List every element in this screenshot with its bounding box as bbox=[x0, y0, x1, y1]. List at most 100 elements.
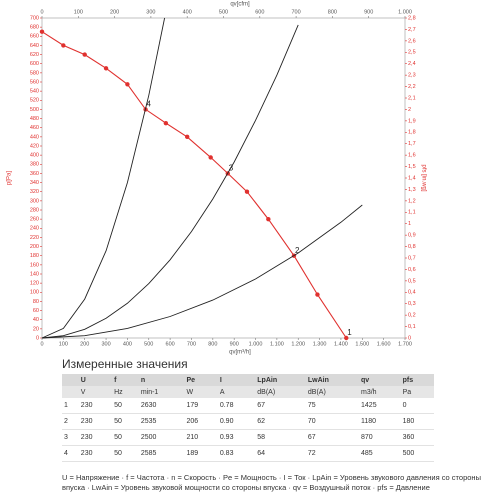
x2-tick-label: 500 bbox=[219, 9, 228, 15]
point-label: 3 bbox=[229, 164, 234, 173]
chart: qv[cfm] qv[m³/h] p[Pa] pfs [in.wg] 02040… bbox=[7, 2, 427, 356]
x-tick-label: 1.000 bbox=[249, 341, 263, 347]
table-cell: 2535 bbox=[138, 413, 185, 430]
table-cell: 58 bbox=[255, 429, 306, 446]
point-label: 2 bbox=[295, 246, 300, 255]
table-cell: 50 bbox=[112, 445, 139, 462]
x2-tick-label: 300 bbox=[146, 9, 155, 15]
table-cell: A bbox=[217, 386, 256, 398]
y2-tick-label: 2,2 bbox=[408, 84, 416, 90]
table-cell: Pa bbox=[400, 386, 434, 398]
y2-tick-label: 1,5 bbox=[408, 164, 416, 170]
table-cell: 62 bbox=[255, 413, 306, 430]
y-tick-label: 60 bbox=[33, 308, 39, 314]
table-cell: dB(A) bbox=[305, 386, 360, 398]
table-cell: qv bbox=[359, 374, 401, 386]
table-cell: 50 bbox=[112, 413, 139, 430]
marker bbox=[103, 66, 109, 71]
table-cell: 870 bbox=[359, 429, 401, 446]
y2-tick-label: 0,8 bbox=[408, 244, 416, 250]
table-cell: pfs bbox=[400, 374, 434, 386]
table-cell: 70 bbox=[305, 413, 360, 430]
table-cell: 0.93 bbox=[217, 429, 256, 446]
x-tick-label: 900 bbox=[230, 341, 239, 347]
y-tick-label: 120 bbox=[30, 281, 39, 287]
x2-tick-label: 900 bbox=[364, 9, 373, 15]
table-cell: 0 bbox=[400, 398, 434, 414]
x-tick-label: 200 bbox=[80, 341, 89, 347]
y2-tick-label: 1,9 bbox=[408, 118, 416, 124]
curve bbox=[41, 204, 363, 339]
table-cell: LpAin bbox=[255, 374, 306, 386]
y-tick-label: 540 bbox=[30, 89, 39, 95]
y2-tick-label: 2,7 bbox=[408, 27, 416, 33]
marker bbox=[163, 120, 169, 126]
y2-tick-label: 0,7 bbox=[408, 255, 416, 261]
table-cell: 67 bbox=[255, 398, 306, 414]
x-tick-label: 1.500 bbox=[355, 341, 369, 347]
y-tick-label: 340 bbox=[30, 180, 39, 186]
x-tick-label: 1.100 bbox=[270, 341, 284, 347]
marker bbox=[208, 155, 213, 160]
y2-tick-label: 0,5 bbox=[408, 278, 416, 284]
y-tick-label: 140 bbox=[30, 271, 39, 277]
table-cell: 64 bbox=[255, 445, 306, 462]
table-cell: 210 bbox=[184, 429, 218, 446]
y2-tick-label: 1 bbox=[408, 221, 411, 227]
y-axis-title: p[Pa] bbox=[7, 171, 13, 185]
y2-tick-label: 0,4 bbox=[408, 290, 416, 296]
table-cell: 230 bbox=[78, 429, 113, 446]
table-cell: 2585 bbox=[138, 445, 185, 462]
y2-tick-label: 1,2 bbox=[408, 198, 416, 204]
marker bbox=[244, 189, 250, 194]
x-tick-label: 1.700 bbox=[398, 341, 412, 347]
y2-tick-label: 0 bbox=[408, 335, 411, 341]
table-cell: 1425 bbox=[359, 398, 401, 414]
marker bbox=[266, 216, 271, 222]
y-tick-label: 220 bbox=[30, 235, 39, 241]
y-tick-label: 300 bbox=[30, 198, 39, 204]
y2-tick-label: 1,1 bbox=[408, 210, 416, 216]
table-cell: 360 bbox=[400, 429, 434, 446]
y2-tick-label: 1,3 bbox=[408, 187, 416, 193]
table-cell bbox=[62, 374, 79, 386]
marker bbox=[39, 29, 45, 34]
x2-tick-label: 0 bbox=[40, 9, 43, 15]
y-tick-label: 80 bbox=[33, 299, 39, 305]
table-cell: dB(A) bbox=[255, 386, 306, 398]
table-title: Измеренные значения bbox=[62, 357, 188, 371]
table-cell: 1180 bbox=[359, 413, 401, 430]
x-tick-label: 700 bbox=[187, 341, 196, 347]
table-cell: 0.90 bbox=[217, 413, 256, 430]
table-cell: 67 bbox=[305, 429, 360, 446]
table-cell: 2500 bbox=[138, 429, 185, 446]
footnote: U = Напряжение · f = Частота · n = Скоро… bbox=[62, 473, 481, 492]
y-tick-label: 200 bbox=[30, 244, 39, 250]
x2-tick-label: 400 bbox=[183, 9, 192, 15]
table-cell: LwAin bbox=[305, 374, 360, 386]
y-tick-label: 360 bbox=[30, 171, 39, 177]
table-cell: m3/h bbox=[359, 386, 401, 398]
marker bbox=[82, 52, 87, 57]
table-cell: min-1 bbox=[138, 386, 185, 398]
x-tick-label: 600 bbox=[166, 341, 175, 347]
y-tick-label: 280 bbox=[30, 207, 39, 213]
y-tick-label: 480 bbox=[30, 116, 39, 122]
table-cell: 189 bbox=[184, 445, 218, 462]
x-tick-label: 300 bbox=[101, 341, 110, 347]
marker bbox=[61, 43, 66, 48]
marker bbox=[315, 292, 320, 297]
y2-tick-label: 0,3 bbox=[408, 301, 416, 307]
table-row: 3 230 50 2500 210 0.93 58 67 870 360 bbox=[62, 429, 434, 446]
x-tick-label: 800 bbox=[208, 341, 217, 347]
x2-tick-label: 200 bbox=[110, 9, 119, 15]
table-cell: n bbox=[138, 374, 185, 386]
y-tick-label: 400 bbox=[30, 153, 39, 159]
table-cell: U bbox=[78, 374, 113, 386]
y-tick-label: 700 bbox=[30, 15, 39, 21]
x-tick-label: 500 bbox=[144, 341, 153, 347]
y-tick-label: 640 bbox=[30, 43, 39, 49]
